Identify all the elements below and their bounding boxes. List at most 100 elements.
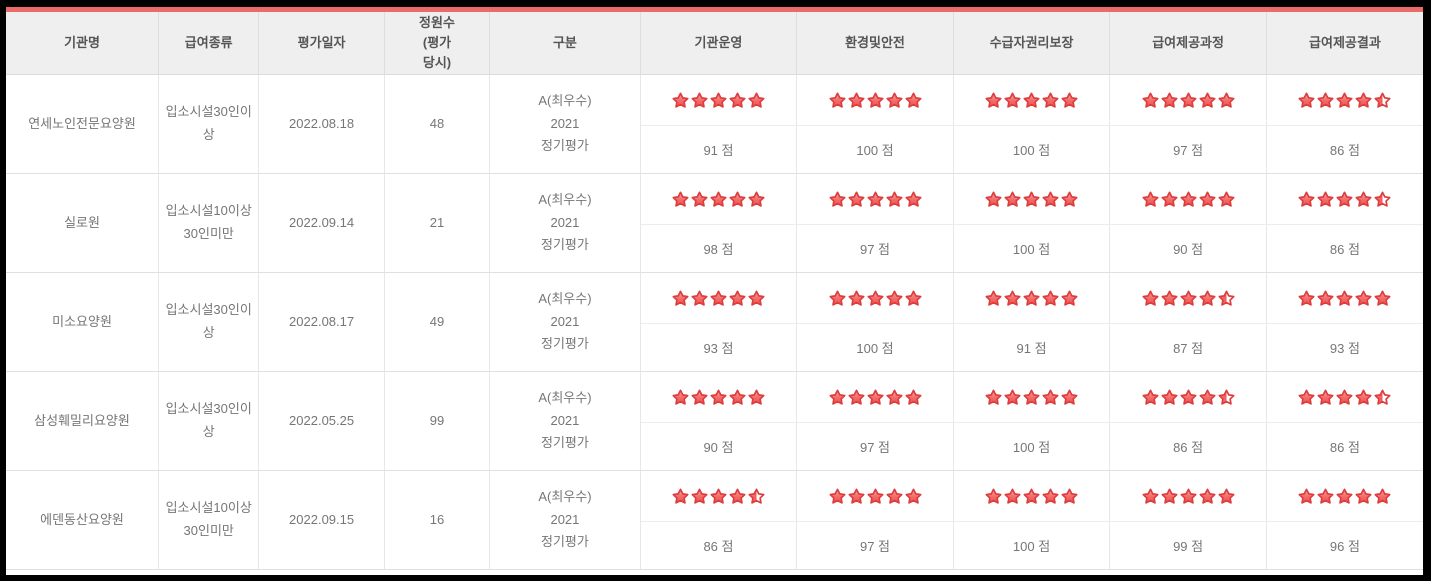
- star-icon: [1180, 290, 1197, 306]
- evaluation-table: 기관명 급여종류 평가일자 정원수 (평가 당시) 구분 기관운영 환경및안전 수급자권리보장…: [6, 12, 1423, 570]
- star-rating-cell: [640, 470, 798, 522]
- score-cell: 86 점: [1266, 422, 1423, 471]
- star-rating-cell: [953, 470, 1111, 522]
- star-rating: [1116, 488, 1260, 505]
- star-rating: [647, 389, 791, 406]
- star-icon: [885, 92, 903, 108]
- star-icon: [1042, 290, 1059, 306]
- eval-date-cell: 2022.09.14: [258, 173, 385, 273]
- star-icon: [1061, 191, 1078, 207]
- score-cell: 86 점: [1266, 224, 1423, 273]
- star-rating-cell: [796, 371, 954, 423]
- star-icon: [1336, 389, 1353, 405]
- star-icon: [1023, 191, 1040, 207]
- star-icon: [904, 290, 922, 306]
- star-rating: [960, 488, 1104, 505]
- star-icon: [1199, 290, 1216, 306]
- star-icon: [1298, 191, 1315, 207]
- star-icon: [1161, 92, 1178, 108]
- star-icon: [691, 92, 708, 108]
- star-icon: [729, 92, 746, 108]
- star-icon: [1161, 290, 1178, 306]
- score-cell: 99 점: [1109, 521, 1267, 570]
- star-rating: [1273, 488, 1417, 505]
- star-icon: [866, 488, 884, 504]
- star-icon: [828, 488, 846, 504]
- star-rating-cell: [953, 371, 1111, 423]
- star-icon: [1042, 191, 1059, 207]
- star-icon: [1317, 92, 1334, 108]
- header-cell-5: 기관운영: [640, 12, 798, 75]
- star-rating-cell: [640, 272, 798, 324]
- table-row-2-scores: 93 점 100 점 91 점 87 점 93 점: [6, 323, 1423, 372]
- star-icon: [1355, 389, 1372, 405]
- star-icon: [729, 488, 746, 504]
- star-icon: [1199, 488, 1216, 504]
- benefit-type-cell: 입소시설10이상30인미만: [158, 470, 260, 570]
- category-cell: A(최우수) 2021 정기평가: [489, 74, 641, 174]
- star-icon: [847, 92, 865, 108]
- star-icon: [847, 191, 865, 207]
- star-icon: [866, 92, 884, 108]
- eval-date-cell: 2022.08.17: [258, 272, 385, 372]
- star-icon: [847, 290, 865, 306]
- star-icon: [1061, 389, 1078, 405]
- star-icon: [885, 290, 903, 306]
- star-icon: [885, 488, 903, 504]
- star-icon: [1004, 389, 1021, 405]
- benefit-type-cell: 입소시설30인이상: [158, 371, 260, 471]
- star-icon: [1180, 389, 1197, 405]
- score-cell: 100 점: [953, 422, 1111, 471]
- star-rating: [647, 92, 791, 109]
- star-icon: [1317, 191, 1334, 207]
- score-cell: 100 점: [953, 224, 1111, 273]
- star-icon: [904, 92, 922, 108]
- star-icon: [729, 191, 746, 207]
- star-icon: [1004, 488, 1021, 504]
- score-cell: 86 점: [1266, 125, 1423, 174]
- benefit-type-cell: 입소시설30인이상: [158, 272, 260, 372]
- star-icon: [885, 191, 903, 207]
- score-cell: 100 점: [796, 323, 954, 372]
- header-cell-8: 급여제공과정: [1109, 12, 1267, 75]
- star-icon: [1218, 488, 1235, 504]
- star-icon: [1023, 92, 1040, 108]
- star-icon: [1023, 488, 1040, 504]
- star-icon: [1180, 488, 1197, 504]
- table-row-4-stars: 에덴동산요양원 입소시설10이상30인미만 2022.09.15 16 A(최우수) 2…: [6, 470, 1423, 570]
- star-icon: [985, 290, 1002, 306]
- half-star-icon: [1218, 389, 1235, 405]
- header-cell-9: 급여제공결과: [1266, 12, 1423, 75]
- table-row-3-stars: 삼성훼밀리요양원 입소시설30인이상 2022.05.25 99 A(최우수) 2021…: [6, 371, 1423, 471]
- star-icon: [1004, 191, 1021, 207]
- half-star-icon: [1374, 191, 1391, 207]
- score-cell: 97 점: [796, 224, 954, 273]
- star-icon: [1317, 389, 1334, 405]
- score-cell: 93 점: [1266, 323, 1423, 372]
- institution-cell: 미소요양원: [6, 272, 160, 372]
- star-rating-cell: [1109, 74, 1267, 126]
- star-icon: [1199, 92, 1216, 108]
- table-body: 연세노인전문요양원 입소시설30인이상 2022.08.18 48 A(최우수) 202…: [6, 74, 1423, 570]
- star-icon: [710, 92, 727, 108]
- star-icon: [866, 191, 884, 207]
- top-accent-bar: [6, 7, 1423, 12]
- star-icon: [1374, 488, 1391, 504]
- star-icon: [904, 488, 922, 504]
- star-icon: [1061, 290, 1078, 306]
- star-icon: [1004, 290, 1021, 306]
- star-icon: [691, 191, 708, 207]
- star-icon: [1180, 191, 1197, 207]
- eval-date-cell: 2022.05.25: [258, 371, 385, 471]
- star-icon: [691, 488, 708, 504]
- star-rating-cell: [953, 74, 1111, 126]
- half-star-icon: [1218, 290, 1235, 306]
- star-icon: [710, 389, 727, 405]
- star-rating-cell: [640, 371, 798, 423]
- table-row-1-scores: 98 점 97 점 100 점 90 점 86 점: [6, 224, 1423, 273]
- score-cell: 90 점: [640, 422, 798, 471]
- half-star-icon: [1374, 92, 1391, 108]
- star-icon: [691, 290, 708, 306]
- table-row-0-stars: 연세노인전문요양원 입소시설30인이상 2022.08.18 48 A(최우수) 202…: [6, 74, 1423, 174]
- star-icon: [729, 389, 746, 405]
